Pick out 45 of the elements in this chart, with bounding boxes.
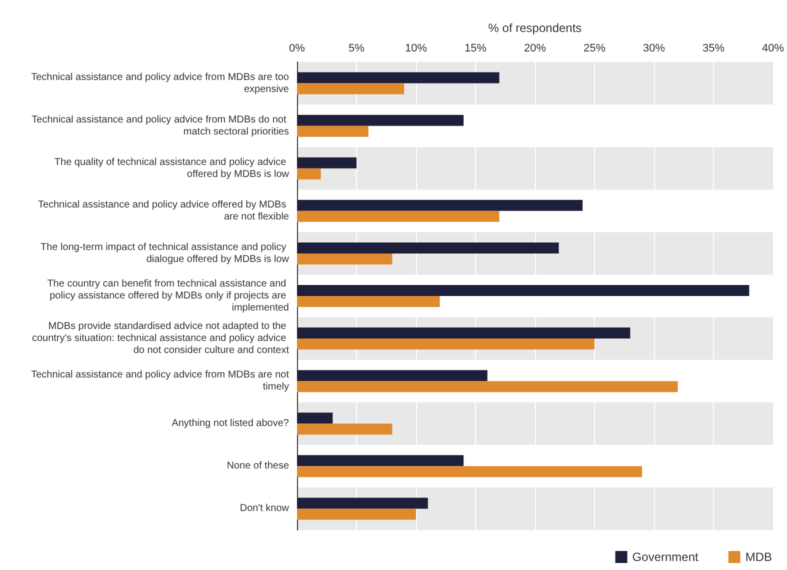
bar (297, 338, 594, 350)
x-tick-label: 20% (524, 42, 546, 54)
x-tick-label: 0% (289, 42, 306, 54)
y-tick-label: Technical assistance and policy advice from MDBs are too expensive (31, 72, 290, 95)
bar (297, 328, 630, 339)
x-tick-label: 5% (348, 42, 365, 54)
y-tick-label: The long-term impact of technical assistance and policy dialogue offered by MDBs is low (40, 242, 290, 265)
bar (297, 296, 440, 307)
bar (297, 210, 500, 222)
bar (297, 242, 559, 254)
bar (297, 83, 404, 94)
bar (297, 126, 368, 137)
legend-label: MDB (745, 550, 772, 564)
x-axis-title: % of respondents (488, 21, 582, 35)
bar (297, 157, 356, 168)
bar (297, 168, 321, 180)
bar (297, 285, 750, 296)
bar (297, 508, 416, 520)
y-tick-label: Technical assistance and policy advice offered by MDBs are not flexible (38, 199, 290, 222)
x-tick-label: 40% (762, 42, 784, 54)
bar (297, 72, 500, 84)
bar (297, 200, 583, 211)
y-tick-label: Technical assistance and policy advice from MDBs are not timely (31, 370, 290, 393)
bar (297, 114, 464, 126)
y-tick-label: None of these (226, 460, 290, 472)
legend-label: Government (632, 550, 699, 564)
bar (297, 370, 488, 382)
y-tick-label: The country can benefit from technical assistance and policy assistance offered by MDBs only if projects are implemented (47, 278, 289, 314)
y-tick-label: The quality of technical assistance and policy advice offered by MDBs is low (54, 156, 290, 180)
bar (297, 455, 464, 466)
y-tick-label: MDBs provide standardised advice not adapted to the country's situation: technical assistance and policy advice do not consider culture and context (32, 321, 290, 356)
x-tick-label: 15% (464, 42, 487, 54)
bar (297, 412, 333, 424)
y-tick-label: Don't know (240, 503, 290, 514)
x-tick-label: 30% (642, 42, 666, 54)
x-tick-label: 25% (583, 42, 606, 54)
x-tick-label: 35% (702, 42, 725, 54)
x-tick-label: 10% (404, 42, 428, 54)
y-tick-label: Technical assistance and policy advice from MDBs do not match sectoral priorities (32, 114, 289, 138)
bar (297, 498, 428, 509)
bar (297, 381, 678, 392)
bar (297, 253, 392, 264)
y-tick-label: Anything not listed above? (172, 418, 290, 430)
bar (297, 466, 642, 478)
bar (297, 424, 392, 435)
